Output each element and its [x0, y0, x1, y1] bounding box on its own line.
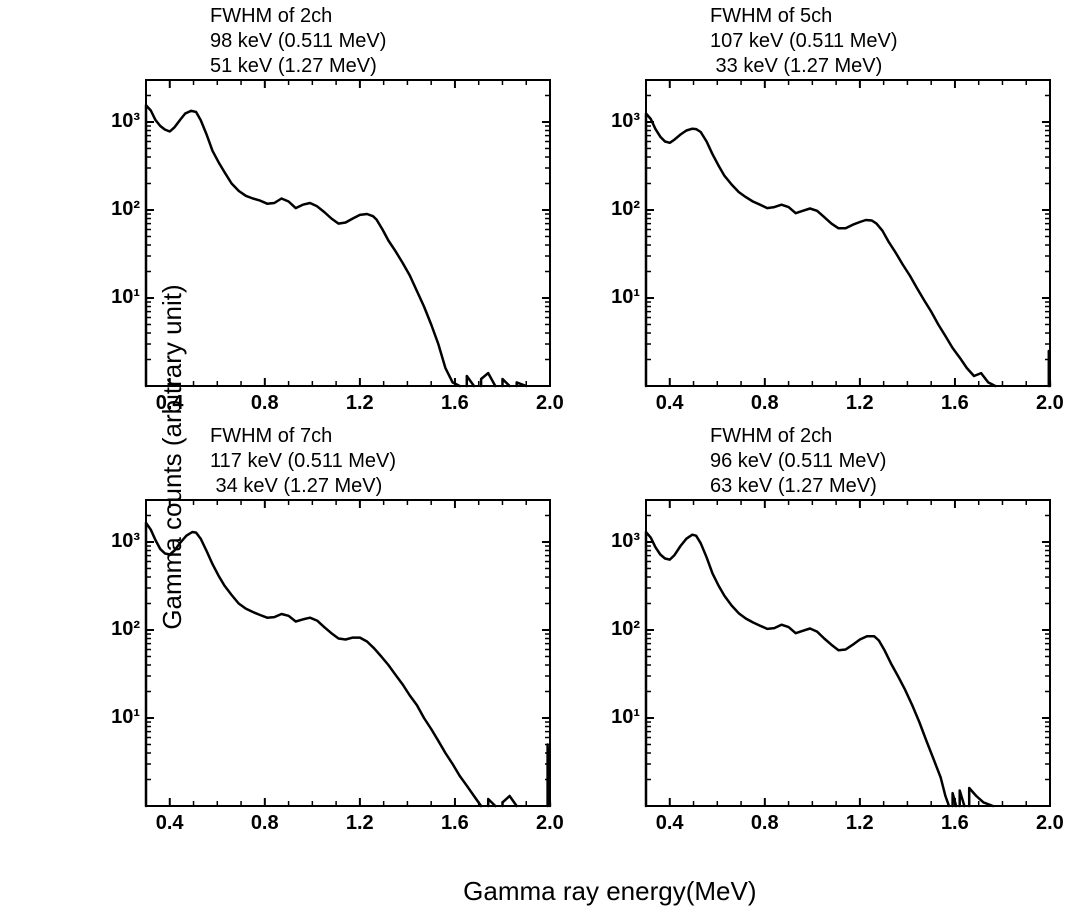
y-tick-label: 10³: [111, 110, 140, 133]
panel-annotation: FWHM of 2ch 98 keV (0.511 MeV) 51 keV (1…: [210, 4, 386, 79]
x-tick-label: 0.8: [251, 392, 279, 415]
x-tick-label: 0.4: [656, 812, 684, 835]
panel-grid: FWHM of 2ch 98 keV (0.511 MeV) 51 keV (1…: [70, 0, 1080, 870]
y-tick-label: 10²: [111, 198, 140, 221]
x-tick-label: 1.2: [846, 392, 874, 415]
y-tick-label: 10³: [611, 530, 640, 553]
x-tick-label: 1.2: [346, 392, 374, 415]
panel-annotation: FWHM of 7ch 117 keV (0.511 MeV) 34 keV (…: [210, 424, 396, 499]
panel-p1: FWHM of 5ch 107 keV (0.511 MeV) 33 keV (…: [590, 60, 1060, 420]
x-tick-label: 2.0: [536, 812, 564, 835]
y-tick-label: 10¹: [611, 706, 640, 729]
y-tick-label: 10²: [111, 618, 140, 641]
x-tick-label: 1.6: [441, 812, 469, 835]
figure: Gamma counts (arbitrary unit) Gamma ray …: [0, 0, 1089, 913]
panel-p2: FWHM of 7ch 117 keV (0.511 MeV) 34 keV (…: [90, 480, 560, 840]
y-tick-label: 10³: [111, 530, 140, 553]
x-tick-label: 1.6: [941, 392, 969, 415]
x-tick-label: 2.0: [1036, 812, 1064, 835]
panel-annotation: FWHM of 5ch 107 keV (0.511 MeV) 33 keV (…: [710, 4, 898, 79]
y-tick-label: 10¹: [611, 286, 640, 309]
x-tick-label: 0.4: [656, 392, 684, 415]
x-tick-label: 0.8: [251, 812, 279, 835]
x-tick-label: 2.0: [1036, 392, 1064, 415]
panel-p0: FWHM of 2ch 98 keV (0.511 MeV) 51 keV (1…: [90, 60, 560, 420]
panel-p3: FWHM of 2ch 96 keV (0.511 MeV) 63 keV (1…: [590, 480, 1060, 840]
y-tick-label: 10²: [611, 618, 640, 641]
y-tick-label: 10¹: [111, 706, 140, 729]
y-tick-label: 10²: [611, 198, 640, 221]
y-tick-label: 10³: [611, 110, 640, 133]
x-tick-label: 0.4: [156, 812, 184, 835]
x-tick-label: 2.0: [536, 392, 564, 415]
y-tick-label: 10¹: [111, 286, 140, 309]
panel-annotation: FWHM of 2ch 96 keV (0.511 MeV) 63 keV (1…: [710, 424, 886, 499]
x-tick-label: 1.6: [941, 812, 969, 835]
x-axis-label: Gamma ray energy(MeV): [463, 876, 756, 907]
x-tick-label: 1.6: [441, 392, 469, 415]
x-tick-label: 0.8: [751, 392, 779, 415]
x-tick-label: 1.2: [346, 812, 374, 835]
x-tick-label: 0.4: [156, 392, 184, 415]
x-tick-label: 0.8: [751, 812, 779, 835]
x-tick-label: 1.2: [846, 812, 874, 835]
